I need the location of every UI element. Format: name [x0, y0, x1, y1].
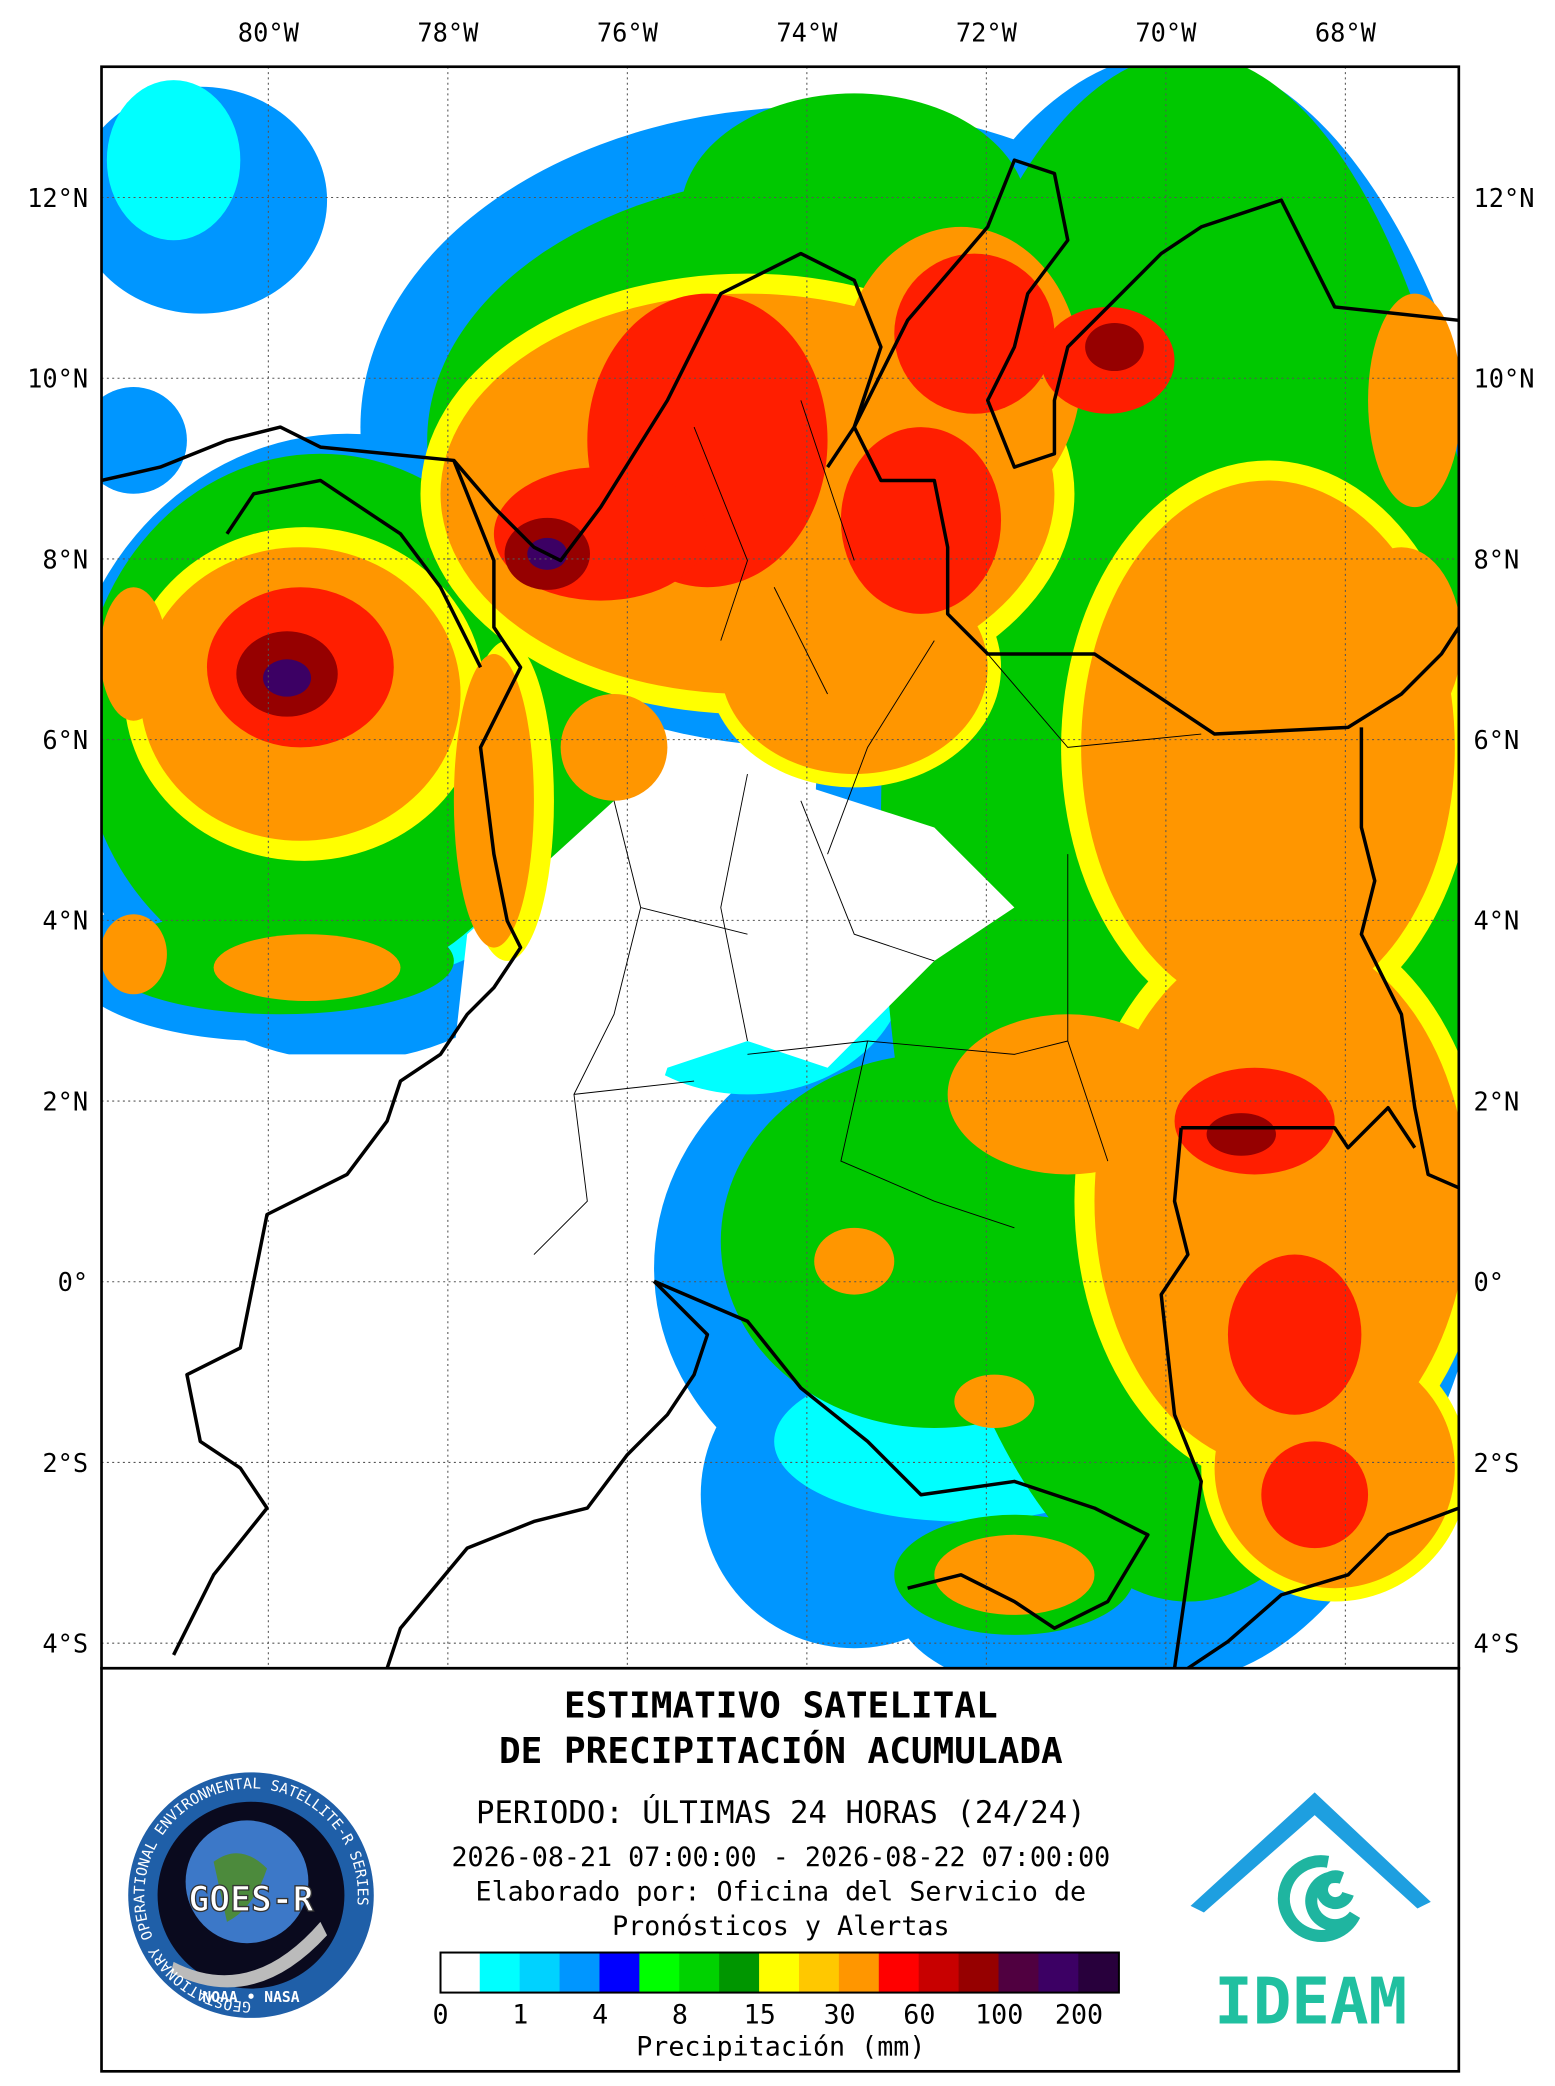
colorbar-cell — [479, 1951, 521, 1994]
map-labels: 80°W 78°W 76°W 74°W 72°W 70°W 68°W 12°N 12°N 10°N… — [27, 17, 1534, 1658]
colorbar-cell — [519, 1951, 561, 1994]
lat-label-left: 8°N — [42, 544, 88, 574]
colorbar-label: 100 — [975, 1999, 1023, 2030]
colorbar-label: 0 — [432, 1999, 448, 2030]
goes-agencies: NOAA • NASA — [202, 1989, 299, 2006]
lon-label: 68°W — [1315, 17, 1377, 47]
colorbar-cell — [439, 1951, 482, 1994]
lat-label-right: 12°N — [1474, 183, 1535, 213]
graticule — [101, 66, 1459, 1669]
lon-label: 78°W — [417, 17, 479, 47]
lon-label: 74°W — [776, 17, 838, 47]
lat-label-left: 6°N — [42, 725, 88, 755]
credit-2: Pronósticos y Alertas — [612, 1911, 949, 1942]
spiral — [1277, 1855, 1361, 1942]
borders — [101, 158, 1459, 1669]
lat-label-left: 2°N — [42, 1086, 88, 1116]
lat-label-right: 8°N — [1474, 544, 1520, 574]
dates: 2026-08-21 07:00:00 - 2026-08-22 07:00:0… — [451, 1842, 1110, 1873]
colorbar-label: 1 — [512, 1999, 528, 2030]
colorbar-cell — [599, 1951, 641, 1994]
colorbar-cell — [998, 1951, 1040, 1994]
land — [213, 1853, 268, 1922]
period: PERIODO: ÚLTIMAS 24 HORAS (24/24) — [476, 1794, 1086, 1831]
lat-label-left: 10°N — [27, 364, 88, 394]
lon-label: 76°W — [597, 17, 659, 47]
swoosh — [170, 1921, 328, 1988]
lat-label-right: 2°N — [1474, 1086, 1520, 1116]
colorbar-cell — [798, 1951, 841, 1994]
lat-label-left: 4°S — [42, 1629, 88, 1659]
colorbar-cell — [838, 1951, 881, 1994]
colorbar-cell — [759, 1951, 801, 1994]
lat-label-right: 6°N — [1474, 725, 1520, 755]
lat-label-right: 4°S — [1474, 1629, 1520, 1659]
colorbar-frame — [439, 1951, 1120, 1994]
colorbar-cell — [918, 1951, 960, 1994]
colorbar-cell — [1038, 1951, 1080, 1994]
colorbar-label: 4 — [592, 1999, 608, 2030]
lat-label-right: 0° — [1474, 1267, 1505, 1297]
lat-label-left: 4°N — [42, 906, 88, 936]
lon-label: 72°W — [956, 17, 1018, 47]
lat-label-left: 0° — [58, 1267, 89, 1297]
colorbar: 0 1 4 8 15 30 60 100 200 — [432, 1951, 1120, 2030]
colorbar-cell — [719, 1951, 761, 1994]
lat-label-left: 2°S — [42, 1448, 88, 1478]
lat-label-left: 12°N — [27, 183, 88, 213]
goes-name: GOES-R — [188, 1880, 313, 1920]
colorbar-label: 8 — [672, 1999, 688, 2030]
roof — [1190, 1792, 1431, 1913]
colorbar-label: 30 — [823, 1999, 855, 2030]
credit-1: Elaborado por: Oficina del Servicio de — [476, 1876, 1087, 1907]
lat-label-right: 2°S — [1474, 1448, 1520, 1478]
title-line-1: ESTIMATIVO SATELITAL — [564, 1686, 998, 1727]
ideam-name: IDEAM — [1214, 1965, 1407, 2039]
colorbar-cell — [679, 1951, 721, 1994]
lat-label-right: 4°N — [1474, 906, 1520, 936]
precipitation-field — [101, 66, 1459, 1669]
colorbar-cell — [958, 1951, 1000, 1994]
colorbar-title: Precipitación (mm) — [636, 2031, 925, 2062]
colorbar-label: 200 — [1055, 1999, 1103, 2030]
ideam-logo: IDEAM — [1190, 1792, 1431, 2039]
colorbar-cell — [878, 1951, 921, 1994]
lon-label: 70°W — [1135, 17, 1197, 47]
goes-logo: GEOSTATIONARY OPERATIONAL ENVIRONMENTAL … — [128, 1772, 374, 2018]
colorbar-cell — [639, 1951, 681, 1994]
colorbar-cell — [559, 1951, 601, 1994]
colorbar-label: 60 — [903, 1999, 935, 2030]
colorbar-cell — [1078, 1951, 1120, 1994]
dry-area — [101, 767, 1015, 1669]
lat-label-right: 10°N — [1474, 364, 1535, 394]
colorbar-label: 15 — [744, 1999, 776, 2030]
lon-label: 80°W — [238, 17, 300, 47]
title-line-2: DE PRECIPITACIÓN ACUMULADA — [499, 1730, 1063, 1772]
